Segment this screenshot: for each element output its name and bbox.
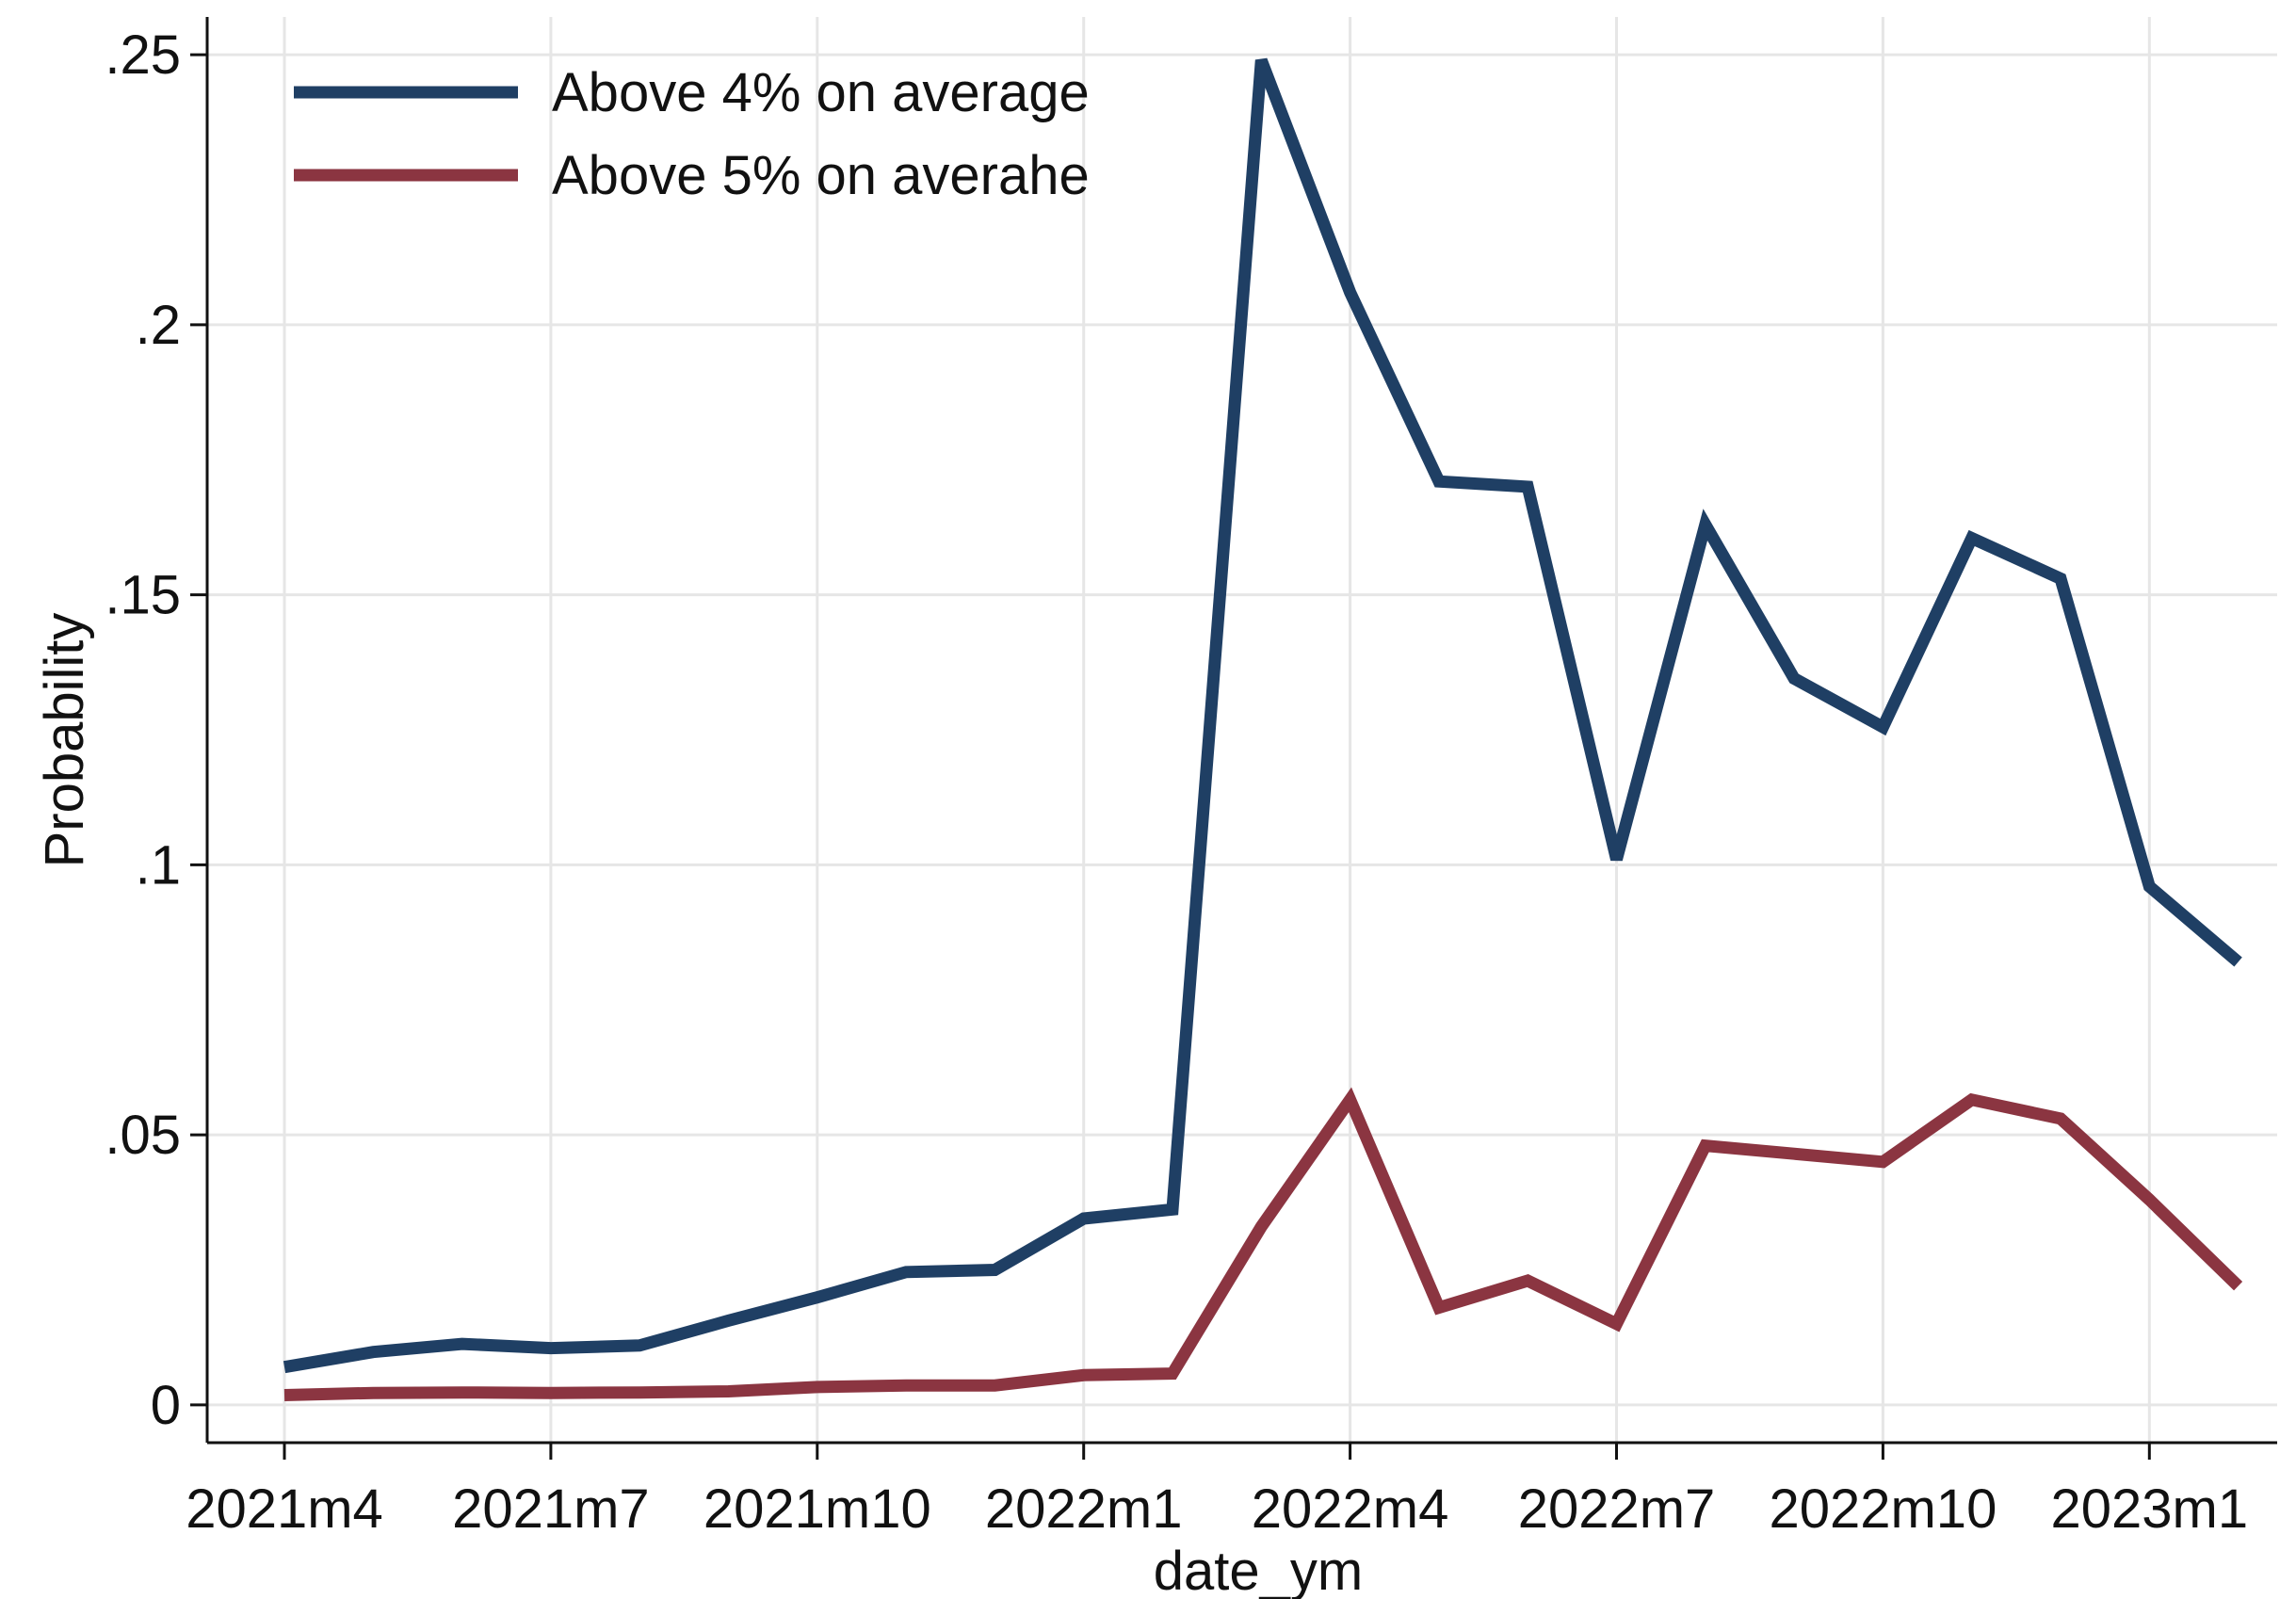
axes xyxy=(190,17,2277,1460)
x-tick-label: 2021m10 xyxy=(703,1478,931,1540)
y-tick-label: .15 xyxy=(105,565,181,626)
legend-label-2: Above 5% on averahe xyxy=(552,145,1090,206)
legend-label-1: Above 4% on average xyxy=(552,62,1090,123)
x-axis-title: date_ym xyxy=(1154,1541,1363,1599)
series-line-1 xyxy=(283,57,2242,1374)
series-lines xyxy=(283,57,2243,1401)
y-tick-label: .25 xyxy=(105,24,181,86)
x-tick-label: 2021m7 xyxy=(452,1478,650,1540)
x-tick-label: 2023m1 xyxy=(2050,1478,2248,1540)
x-tick-labels: 2021m4 2021m7 2021m10 2022m1 2022m4 2022m7 202… xyxy=(186,1478,2248,1540)
x-tick-label: 2022m1 xyxy=(985,1478,1183,1540)
x-tick-label: 2022m4 xyxy=(1252,1478,1449,1540)
y-axis-title: Probability xyxy=(34,613,95,868)
y-tick-label: 0 xyxy=(151,1375,181,1436)
x-tick-label: 2022m10 xyxy=(1769,1478,1997,1540)
y-tick-label: .1 xyxy=(136,834,181,896)
y-tick-label: .2 xyxy=(136,295,181,356)
y-tick-labels: 0 .05 .1 .15 .2 .25 xyxy=(105,24,181,1436)
legend: Above 4% on average Above 5% on averahe xyxy=(294,62,1090,206)
series-line-2 xyxy=(283,1087,2243,1401)
x-tick-label: 2022m7 xyxy=(1518,1478,1716,1540)
x-tick-label: 2021m4 xyxy=(186,1478,383,1540)
y-tick-label: .05 xyxy=(105,1105,181,1166)
